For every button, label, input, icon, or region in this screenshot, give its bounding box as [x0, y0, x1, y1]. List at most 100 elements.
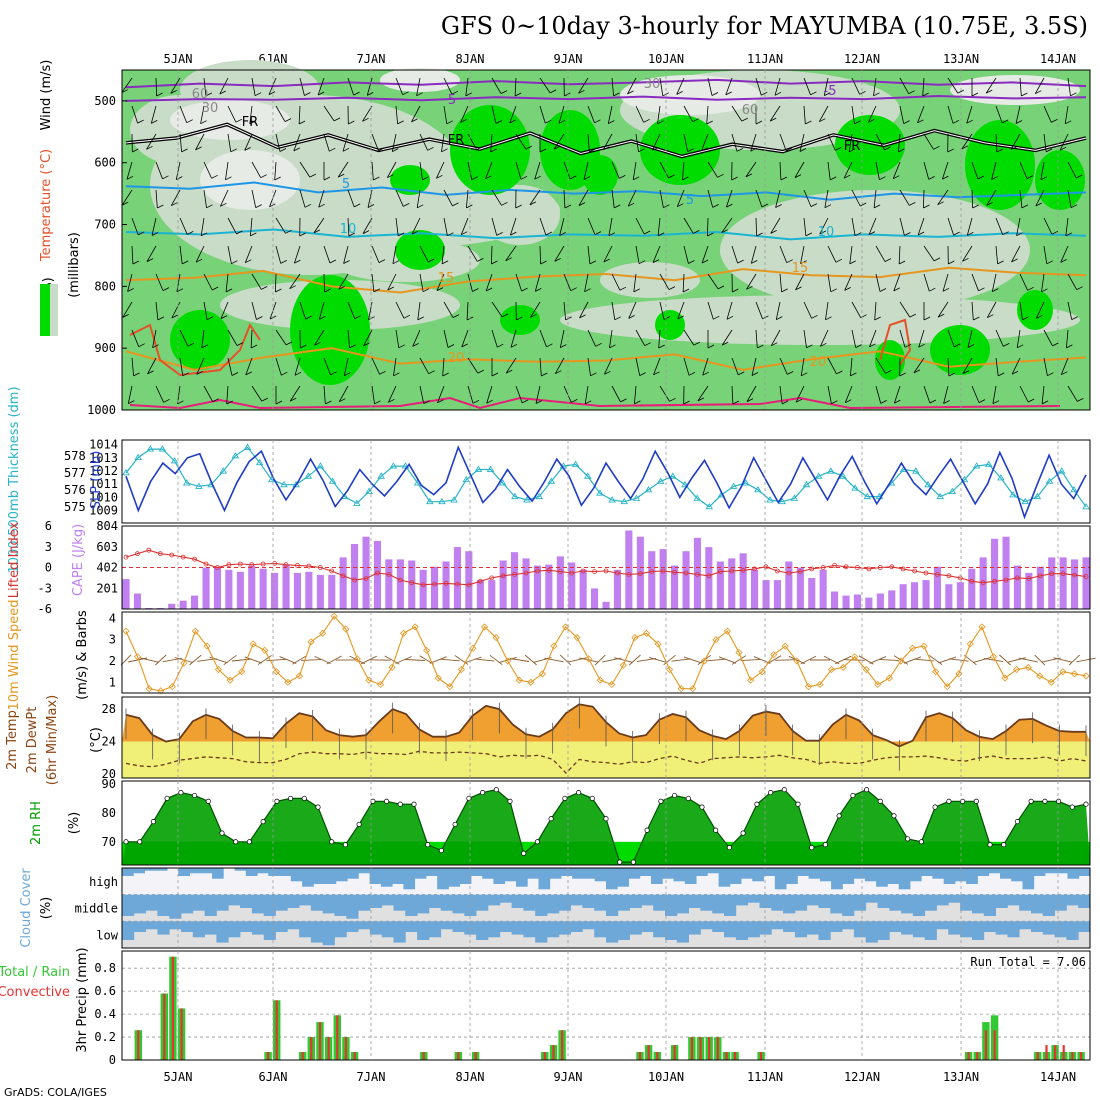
wind-barb: [947, 105, 954, 124]
wind-barb: [707, 189, 714, 208]
wind-barb-feather: [333, 117, 341, 122]
wind-speed-point: [770, 651, 778, 659]
li-point: [626, 572, 632, 577]
wind-barb: [467, 161, 473, 180]
wind-barb: [875, 133, 885, 151]
thickness-tick-label: 576: [64, 483, 86, 497]
temp-axis-label: 2m Temp: [5, 710, 20, 770]
wind-barb-feather: [894, 399, 901, 404]
wind-barb-feather: [643, 118, 650, 123]
wind-barb: [659, 301, 665, 320]
wind-barb: [635, 245, 640, 264]
thickness-point: [656, 477, 665, 484]
wind-barb-feather: [1021, 92, 1028, 97]
li-point: [603, 568, 609, 574]
wind-barb-feather: [805, 232, 813, 237]
wind-barb-feather: [879, 176, 886, 181]
cape-bar: [648, 551, 656, 609]
wind-barb: [441, 245, 445, 264]
wind-barb-feather: [805, 120, 812, 125]
wind-barb-feather: [176, 176, 183, 180]
wind-barb: [275, 105, 286, 122]
temp-tick-label: 24: [102, 735, 116, 749]
rh2m-point: [768, 790, 774, 796]
cloud-cover-cell: [629, 894, 642, 908]
wind-barb: [868, 105, 877, 123]
cloud-cover-cell: [452, 894, 465, 914]
cloud-cover-cell: [665, 894, 678, 916]
wind-barb-feather: [362, 230, 370, 234]
wind-barb: [1015, 105, 1021, 124]
precip-tick-label: 0.2: [94, 1030, 116, 1044]
cloud-cover-cell: [818, 894, 831, 908]
li-point: [340, 573, 346, 579]
cloud-cover-cell: [617, 921, 630, 940]
wind-barb: [338, 385, 349, 402]
li-point: [660, 568, 666, 574]
wind-barb-feather: [162, 175, 169, 180]
wind-barb-feather: [859, 90, 866, 95]
cloud-cover-cell: [972, 921, 985, 940]
wind-barb-feather: [342, 147, 350, 152]
cape-bar: [613, 569, 621, 609]
wind-barb: [848, 133, 853, 152]
wind-barb-feather: [1003, 343, 1010, 347]
wind-barb: [219, 77, 229, 95]
cloud-cover-cell: [901, 921, 914, 935]
li-point: [729, 568, 735, 574]
wind-barb: [587, 105, 595, 123]
wind-barb: [995, 329, 1004, 347]
wind-barb: [721, 217, 733, 233]
thickness-point: [1070, 485, 1078, 493]
cape-tick-label: 804: [96, 519, 118, 533]
wind-barb-feather: [176, 288, 184, 293]
li-point: [1037, 573, 1043, 579]
cape-bar: [796, 567, 804, 609]
wind-barb: [436, 161, 445, 179]
wind-barb-10m: [257, 655, 272, 665]
wind-barb-feather: [403, 203, 410, 207]
pressure-tick-label: 700: [94, 218, 116, 232]
cloud-cover-cell: [921, 868, 933, 876]
cloud-unit-label: (%): [39, 897, 54, 920]
wind-barb-feather: [1016, 232, 1023, 237]
wind-barb: [587, 245, 591, 264]
wind-barb: [534, 161, 541, 180]
cloud-cover-cell: [865, 894, 878, 903]
isotherm-label: 15: [438, 271, 455, 286]
wind-barb: [803, 329, 807, 348]
wind-barb: [338, 273, 349, 290]
wind-barb-feather: [830, 288, 837, 293]
wind-barb-feather: [614, 204, 621, 209]
wind-barb: [466, 189, 469, 208]
wind-barb-feather: [973, 316, 980, 321]
li-tick-label: 3: [45, 540, 52, 554]
cape-bar: [522, 558, 530, 609]
wind-barb-feather: [762, 315, 769, 320]
rh2m-point: [603, 816, 609, 822]
cape-bar: [693, 537, 701, 609]
wind-speed-point: [400, 629, 408, 637]
li-point: [1049, 571, 1055, 577]
wind-barb: [515, 273, 522, 292]
wind-barb: [155, 189, 158, 209]
wind-barb: [443, 77, 453, 95]
li-point: [797, 569, 803, 574]
wind-barb: [1010, 133, 1021, 150]
li-point: [877, 565, 883, 570]
wind-barb: [799, 133, 805, 152]
rh-moist-area: [582, 155, 618, 195]
cloud-cover-cell: [257, 868, 269, 874]
cloud-cover-cell: [476, 921, 489, 940]
wind-speed-point: [897, 657, 905, 665]
cloud-cover-cell: [212, 868, 224, 879]
wind-barb-feather: [868, 231, 876, 235]
cloud-cover-cell: [251, 921, 265, 935]
cape-bar: [728, 558, 736, 609]
wind-barb: [441, 133, 445, 152]
slp-axis-label: SLP (mb): [89, 451, 104, 510]
cloud-cover-cell: [912, 921, 926, 938]
wind-barb: [323, 357, 331, 375]
wind-barb: [563, 161, 571, 180]
wind-barb: [803, 217, 807, 236]
